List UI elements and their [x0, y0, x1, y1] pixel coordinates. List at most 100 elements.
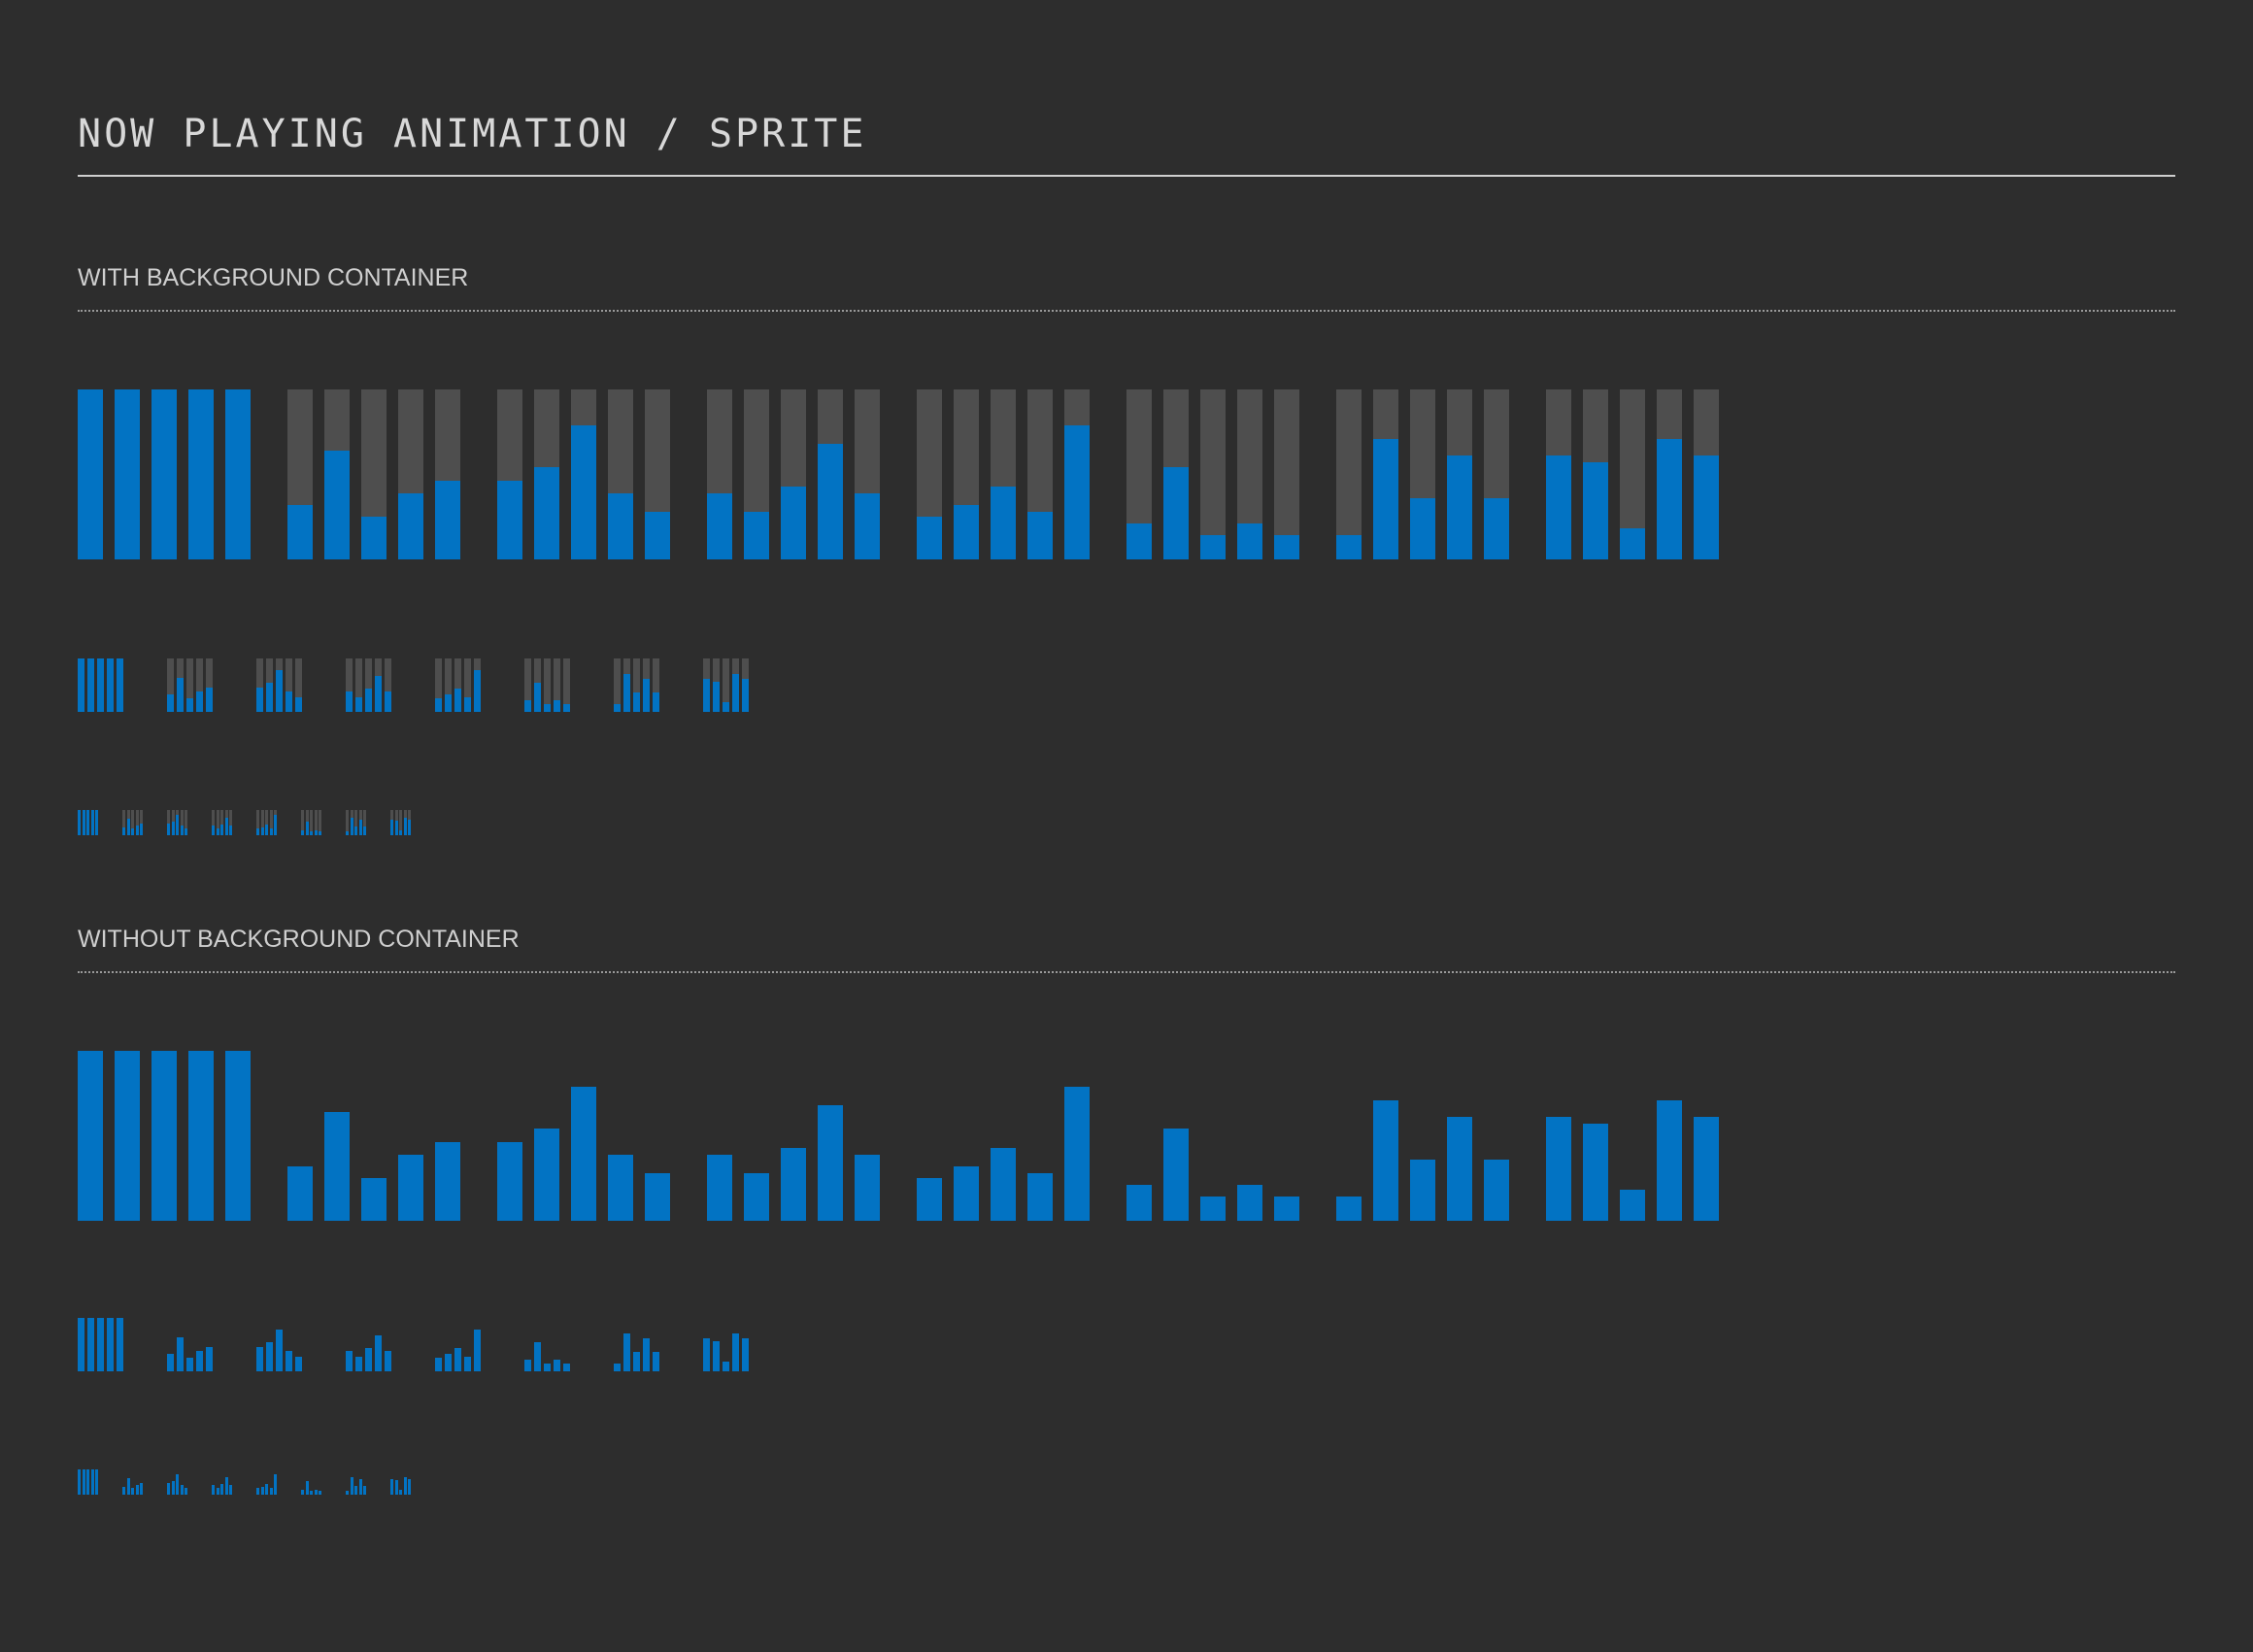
equalizer-bar: [269, 828, 273, 835]
sprite-frame-large-6: [1126, 1051, 1299, 1221]
equalizer-bar: [855, 493, 880, 559]
sprite-frame-small-5: [256, 810, 277, 835]
equalizer-bar: [385, 1351, 391, 1371]
equalizer-bar: [97, 1318, 104, 1371]
equalizer-bar: [167, 1354, 174, 1371]
sprite-frame-small-2: [122, 1469, 143, 1495]
equalizer-bar: [265, 1484, 268, 1495]
equalizer-bar: [225, 1051, 251, 1221]
sprite-frame-small-4: [212, 1469, 232, 1495]
equalizer-bar: [90, 810, 94, 835]
bar-container: [563, 658, 570, 712]
equalizer-bar: [97, 658, 104, 712]
bar-container: [140, 810, 143, 835]
equalizer-bar: [176, 1474, 179, 1495]
sprite-frame-medium-5: [435, 1318, 481, 1371]
sprite-frame-large-6: [1126, 389, 1299, 559]
bar-container: [633, 658, 640, 712]
equalizer-bar: [260, 1487, 264, 1495]
equalizer-bar: [744, 512, 769, 559]
equalizer-bar: [107, 658, 114, 712]
equalizer-bar: [256, 828, 259, 835]
sprite-frame-medium-7: [614, 1318, 659, 1371]
equalizer-bar: [781, 487, 806, 559]
equalizer-bar: [1484, 1160, 1509, 1221]
bar-container: [1336, 389, 1362, 559]
equalizer-bar: [818, 444, 843, 559]
equalizer-bar: [355, 1357, 362, 1371]
equalizer-bar: [1064, 1087, 1090, 1221]
sprite-frame-medium-4: [346, 658, 391, 712]
sprite-frame-medium-3: [256, 658, 302, 712]
sprite-frame-medium-6: [524, 1318, 570, 1371]
equalizer-bar: [310, 1491, 313, 1495]
equalizer-bar: [286, 1351, 292, 1371]
equalizer-bar: [117, 1318, 123, 1371]
equalizer-bar: [474, 1330, 481, 1371]
equalizer-bar: [608, 1155, 633, 1221]
equalizer-bar: [269, 1488, 273, 1495]
bar-container: [524, 658, 531, 712]
sprite-frame-small-1: [78, 810, 98, 835]
equalizer-bar: [403, 818, 407, 835]
sprite-frame-medium-8: [703, 1318, 749, 1371]
equalizer-bar: [408, 820, 411, 835]
equalizer-bar: [445, 1354, 452, 1371]
equalizer-bar: [653, 1352, 659, 1371]
equalizer-bar: [818, 1105, 843, 1221]
equalizer-bar: [1546, 1117, 1571, 1221]
equalizer-bar: [78, 658, 84, 712]
sprite-frame-medium-7: [614, 658, 659, 712]
equalizer-bar: [435, 698, 442, 712]
equalizer-bar: [188, 389, 214, 559]
sprite-frame-large-8: [1546, 1051, 1719, 1221]
equalizer-bar: [358, 820, 362, 835]
equalizer-bar: [363, 826, 366, 835]
equalizer-bar: [177, 678, 184, 712]
equalizer-bar: [206, 688, 213, 712]
equalizer-bar: [365, 1348, 372, 1371]
equalizer-bar: [497, 481, 522, 559]
equalizer-bar: [991, 1148, 1016, 1221]
equalizer-bar: [115, 389, 140, 559]
bar-container: [653, 658, 659, 712]
equalizer-bar: [135, 1485, 139, 1495]
equalizer-bar: [703, 679, 710, 712]
equalizer-bar: [732, 1333, 739, 1371]
equalizer-bar: [435, 1358, 442, 1371]
equalizer-bar: [212, 826, 215, 835]
bar-container: [365, 658, 372, 712]
equalizer-bar: [1163, 1129, 1189, 1221]
bar-container: [220, 810, 223, 835]
equalizer-bar: [394, 821, 398, 835]
equalizer-bar: [1694, 455, 1719, 559]
equalizer-bar: [623, 674, 630, 712]
equalizer-bar: [385, 691, 391, 712]
equalizer-bar: [319, 831, 321, 835]
equalizer-bar: [78, 810, 81, 835]
bar-container: [301, 810, 304, 835]
bar-container: [346, 658, 353, 712]
equalizer-bar: [399, 1490, 402, 1495]
equalizer-bar: [713, 682, 720, 712]
equalizer-bar: [571, 425, 596, 559]
equalizer-bar: [310, 831, 313, 835]
equalizer-bar: [355, 697, 362, 712]
equalizer-bar: [917, 517, 942, 559]
equalizer-bar: [614, 704, 621, 712]
sprite-frame-large-5: [917, 1051, 1090, 1221]
equalizer-bar: [78, 1051, 103, 1221]
bar-container: [180, 810, 184, 835]
equalizer-bar: [1126, 1185, 1152, 1221]
sprite-frame-large-7: [1336, 389, 1509, 559]
equalizer-bar: [286, 691, 292, 712]
equalizer-bar: [524, 1360, 531, 1371]
equalizer-bar: [78, 1469, 81, 1495]
equalizer-bar: [1410, 498, 1435, 559]
equalizer-bar: [301, 1490, 304, 1495]
bar-container: [454, 658, 461, 712]
equalizer-bar: [319, 1491, 321, 1495]
equalizer-bar: [358, 1479, 362, 1495]
equalizer-bar: [287, 1166, 313, 1221]
sprite-frame-large-5: [917, 389, 1090, 559]
